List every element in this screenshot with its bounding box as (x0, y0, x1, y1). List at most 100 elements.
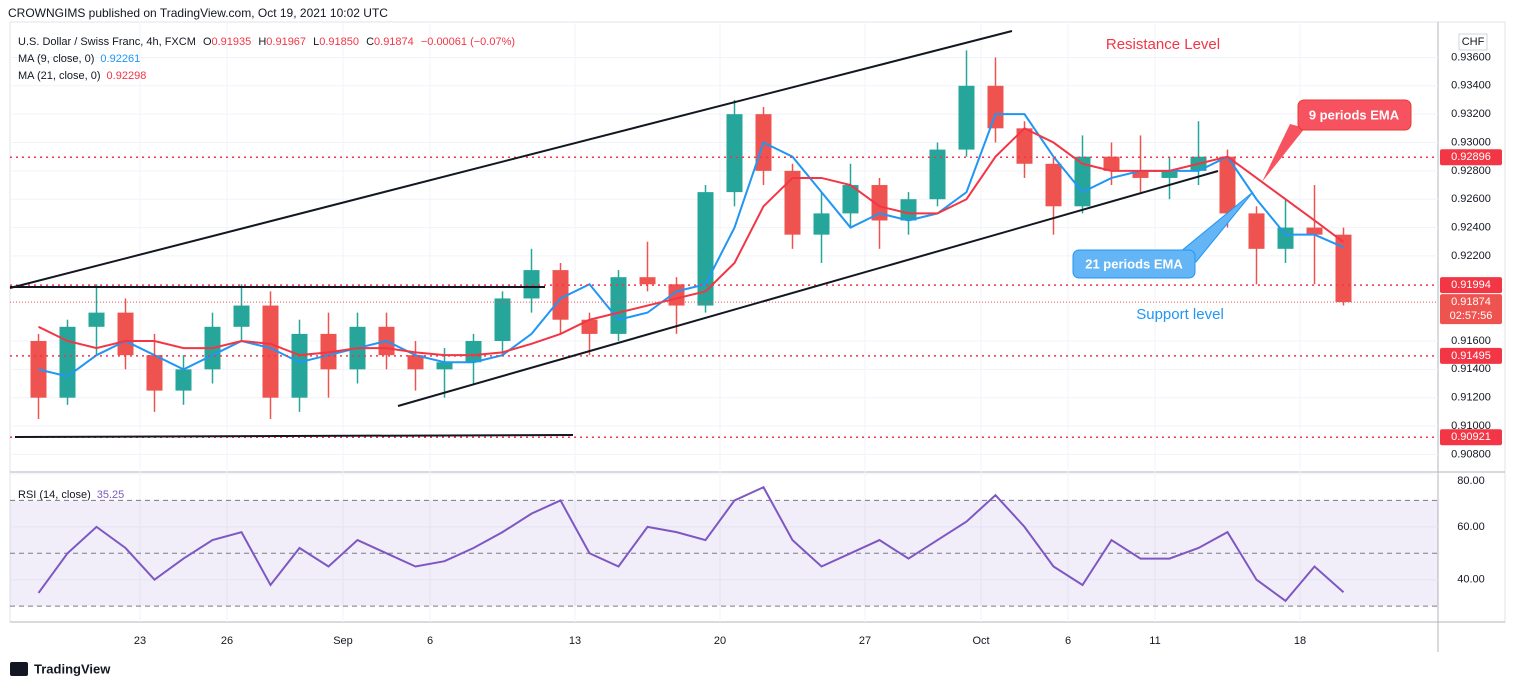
o-value: 0.91935 (212, 36, 252, 48)
rsi-line (37, 485, 1345, 603)
ema21-box (1072, 249, 1196, 279)
level-value: 0.90921 (1451, 431, 1491, 443)
x-tick-label: Sep (333, 635, 353, 647)
symbol: U.S. Dollar / Swiss Franc, 4h, FXCM (18, 36, 196, 48)
candle-body (987, 85, 1004, 129)
x-tick-label: 6 (1065, 635, 1071, 647)
x-tick-label: Oct (972, 635, 989, 647)
ema9-box (1297, 99, 1412, 131)
candle-body (610, 277, 627, 334)
rsi-pane (10, 485, 1438, 607)
price-legend: U.S. Dollar / Swiss Franc, 4h, FXCM O0.9… (18, 36, 515, 48)
y-tick-label: 0.92200 (1451, 250, 1491, 262)
candle-body (436, 362, 453, 370)
x-tick-label: 20 (714, 635, 726, 647)
candle-body (88, 312, 105, 327)
ma21-name: MA (21, close, 0) (18, 70, 101, 82)
footer: TradingView (34, 661, 111, 676)
candle-body (1161, 170, 1178, 178)
x-tick-label: 26 (221, 635, 233, 647)
channel-lower (397, 170, 1219, 407)
last-price: 0.91874 (1451, 296, 1491, 308)
y-tick-label: 0.93600 (1451, 51, 1491, 63)
c-value: 0.91874 (374, 36, 414, 48)
candle-body (552, 270, 569, 320)
y-tick-label: 0.91000 (1451, 420, 1491, 432)
y-tick-label: 0.92800 (1451, 165, 1491, 177)
candle-body (1132, 170, 1149, 178)
candle-body (291, 333, 308, 398)
rsi-name: RSI (14, close) (18, 489, 91, 501)
ma9-value: 0.92261 (100, 53, 140, 65)
candle-body (146, 355, 163, 391)
ema21-label: 21 periods EMA (1085, 256, 1183, 271)
y-tick-label: 0.93000 (1451, 136, 1491, 148)
candle-body (871, 185, 888, 221)
candle-body (1103, 156, 1120, 171)
currency: CHF (1462, 36, 1485, 48)
candle-body (784, 170, 801, 235)
y-tick-label: 0.90800 (1451, 448, 1491, 460)
y-tick-label: 0.93200 (1451, 108, 1491, 120)
y-tick-label: 0.93400 (1451, 80, 1491, 92)
range-bottom (14, 434, 574, 438)
candle-body (175, 369, 192, 391)
candle-body (1248, 213, 1265, 249)
logo (10, 662, 28, 676)
price-pane (10, 50, 1438, 439)
x-tick-label: 27 (859, 635, 871, 647)
level-tag (1440, 149, 1502, 166)
h-label: H (258, 36, 266, 48)
rsi-legend: RSI (14, close) 35.25 (18, 489, 124, 501)
candle-body (581, 319, 598, 334)
candle-body (900, 199, 917, 221)
c-label: C (366, 36, 374, 48)
candle-body (1219, 156, 1236, 214)
level-tag (1440, 277, 1502, 294)
channel-upper (9, 30, 1013, 289)
candle-body (1016, 128, 1033, 164)
x-tick-label: 18 (1294, 635, 1306, 647)
ma9-legend: MA (9, close, 0) 0.92261 (18, 53, 140, 65)
l-value: 0.91850 (319, 36, 359, 48)
candle-body (262, 305, 279, 398)
resistance-label: Resistance Level (1106, 36, 1220, 53)
ema9-label: 9 periods EMA (1309, 107, 1400, 122)
candle-body (407, 355, 424, 370)
x-tick-label: 11 (1149, 635, 1160, 647)
last-price-tag (1440, 294, 1502, 325)
support-label: Support level (1136, 306, 1224, 323)
change: −0.00061 (−0.07%) (421, 36, 515, 48)
ema9-arrow (1262, 124, 1305, 182)
y-tick-label: 0.91400 (1451, 363, 1491, 375)
level-value: 0.91994 (1451, 279, 1491, 291)
candle-body (697, 192, 714, 306)
candle-body (726, 114, 743, 193)
y-tick-label: 40.00 (1457, 574, 1485, 586)
y-tick-label: 0.92400 (1451, 221, 1491, 233)
h-value: 0.91967 (266, 36, 306, 48)
candle-body (813, 213, 830, 235)
l-label: L (313, 36, 319, 48)
candle-body (1306, 227, 1323, 235)
ma-line (38, 113, 1344, 378)
candle-body (465, 340, 482, 363)
x-tick-label: 6 (427, 635, 433, 647)
candle-body (929, 149, 946, 200)
ma21-value: 0.92298 (107, 70, 147, 82)
candle-body (523, 270, 540, 299)
o-label: O (203, 36, 212, 48)
currency-box (1458, 33, 1488, 51)
y-tick-label: 60.00 (1457, 521, 1485, 533)
drawings (9, 30, 1219, 438)
level-tag (1440, 429, 1502, 446)
candle-body (233, 305, 250, 327)
x-tick-label: 13 (569, 635, 581, 647)
axes: 0.90800 0.91000 0.91200 0.91400 0.91600 0.922… (134, 51, 1502, 647)
candle-body (842, 185, 859, 214)
rsi-value: 35.25 (97, 489, 125, 501)
candle-body (117, 312, 134, 356)
y-tick-label: 0.91200 (1451, 392, 1491, 404)
